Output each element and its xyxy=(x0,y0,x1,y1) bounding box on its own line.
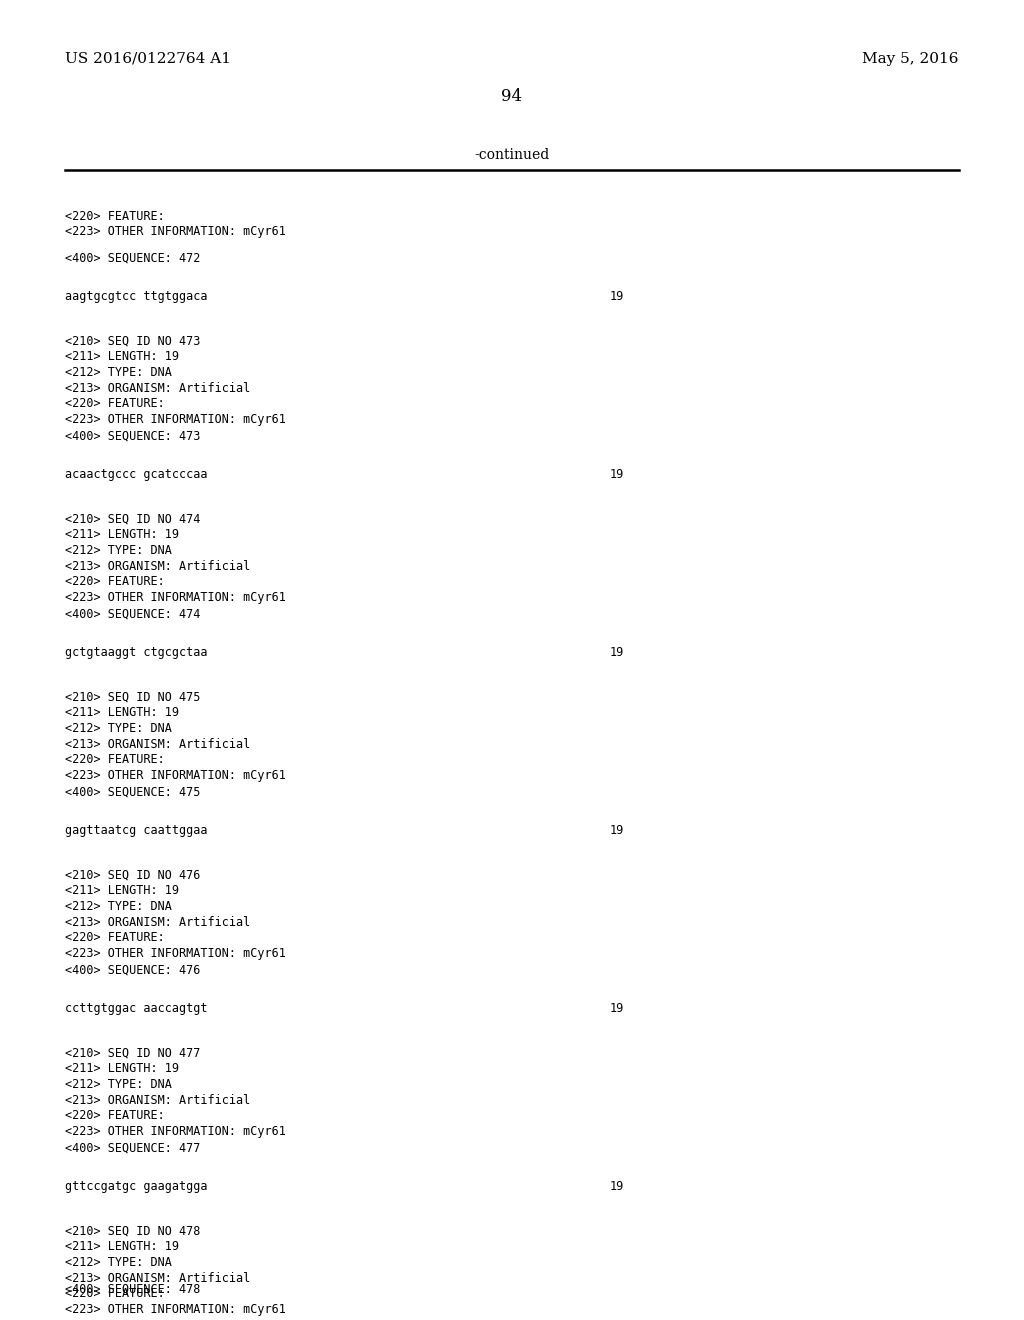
Text: <220> FEATURE:: <220> FEATURE: xyxy=(65,931,165,944)
Text: gctgtaaggt ctgcgctaa: gctgtaaggt ctgcgctaa xyxy=(65,645,208,659)
Text: <223> OTHER INFORMATION: mCyr61: <223> OTHER INFORMATION: mCyr61 xyxy=(65,226,286,239)
Text: 19: 19 xyxy=(610,645,625,659)
Text: <212> TYPE: DNA: <212> TYPE: DNA xyxy=(65,544,172,557)
Text: 19: 19 xyxy=(610,469,625,480)
Text: <400> SEQUENCE: 475: <400> SEQUENCE: 475 xyxy=(65,785,201,799)
Text: <211> LENGTH: 19: <211> LENGTH: 19 xyxy=(65,1241,179,1254)
Text: <213> ORGANISM: Artificial: <213> ORGANISM: Artificial xyxy=(65,738,250,751)
Text: <223> OTHER INFORMATION: mCyr61: <223> OTHER INFORMATION: mCyr61 xyxy=(65,768,286,781)
Text: gagttaatcg caattggaa: gagttaatcg caattggaa xyxy=(65,824,208,837)
Text: <210> SEQ ID NO 476: <210> SEQ ID NO 476 xyxy=(65,869,201,882)
Text: <210> SEQ ID NO 475: <210> SEQ ID NO 475 xyxy=(65,690,201,704)
Text: <211> LENGTH: 19: <211> LENGTH: 19 xyxy=(65,884,179,898)
Text: <213> ORGANISM: Artificial: <213> ORGANISM: Artificial xyxy=(65,381,250,395)
Text: <213> ORGANISM: Artificial: <213> ORGANISM: Artificial xyxy=(65,1093,250,1106)
Text: <212> TYPE: DNA: <212> TYPE: DNA xyxy=(65,722,172,735)
Text: <212> TYPE: DNA: <212> TYPE: DNA xyxy=(65,1078,172,1092)
Text: <213> ORGANISM: Artificial: <213> ORGANISM: Artificial xyxy=(65,916,250,928)
Text: <212> TYPE: DNA: <212> TYPE: DNA xyxy=(65,900,172,913)
Text: <211> LENGTH: 19: <211> LENGTH: 19 xyxy=(65,706,179,719)
Text: <220> FEATURE:: <220> FEATURE: xyxy=(65,1287,165,1300)
Text: <220> FEATURE:: <220> FEATURE: xyxy=(65,1109,165,1122)
Text: 19: 19 xyxy=(610,1180,625,1193)
Text: <400> SEQUENCE: 476: <400> SEQUENCE: 476 xyxy=(65,964,201,977)
Text: -continued: -continued xyxy=(474,148,550,162)
Text: 19: 19 xyxy=(610,290,625,304)
Text: <223> OTHER INFORMATION: mCyr61: <223> OTHER INFORMATION: mCyr61 xyxy=(65,946,286,960)
Text: aagtgcgtcc ttgtggaca: aagtgcgtcc ttgtggaca xyxy=(65,290,208,304)
Text: <400> SEQUENCE: 478: <400> SEQUENCE: 478 xyxy=(65,1283,201,1296)
Text: <212> TYPE: DNA: <212> TYPE: DNA xyxy=(65,1257,172,1269)
Text: 94: 94 xyxy=(502,88,522,106)
Text: <223> OTHER INFORMATION: mCyr61: <223> OTHER INFORMATION: mCyr61 xyxy=(65,590,286,603)
Text: <223> OTHER INFORMATION: mCyr61: <223> OTHER INFORMATION: mCyr61 xyxy=(65,1125,286,1138)
Text: <220> FEATURE:: <220> FEATURE: xyxy=(65,210,165,223)
Text: 19: 19 xyxy=(610,824,625,837)
Text: <220> FEATURE:: <220> FEATURE: xyxy=(65,397,165,411)
Text: <210> SEQ ID NO 478: <210> SEQ ID NO 478 xyxy=(65,1225,201,1238)
Text: acaactgccc gcatcccaa: acaactgccc gcatcccaa xyxy=(65,469,208,480)
Text: <212> TYPE: DNA: <212> TYPE: DNA xyxy=(65,366,172,379)
Text: ccttgtggac aaccagtgt: ccttgtggac aaccagtgt xyxy=(65,1002,208,1015)
Text: May 5, 2016: May 5, 2016 xyxy=(862,51,959,66)
Text: <211> LENGTH: 19: <211> LENGTH: 19 xyxy=(65,351,179,363)
Text: <211> LENGTH: 19: <211> LENGTH: 19 xyxy=(65,1063,179,1076)
Text: <210> SEQ ID NO 474: <210> SEQ ID NO 474 xyxy=(65,513,201,525)
Text: 19: 19 xyxy=(610,1002,625,1015)
Text: <223> OTHER INFORMATION: mCyr61: <223> OTHER INFORMATION: mCyr61 xyxy=(65,412,286,425)
Text: <400> SEQUENCE: 473: <400> SEQUENCE: 473 xyxy=(65,430,201,444)
Text: <210> SEQ ID NO 477: <210> SEQ ID NO 477 xyxy=(65,1047,201,1060)
Text: <400> SEQUENCE: 474: <400> SEQUENCE: 474 xyxy=(65,609,201,620)
Text: <400> SEQUENCE: 472: <400> SEQUENCE: 472 xyxy=(65,252,201,265)
Text: <210> SEQ ID NO 473: <210> SEQ ID NO 473 xyxy=(65,335,201,348)
Text: <400> SEQUENCE: 477: <400> SEQUENCE: 477 xyxy=(65,1142,201,1155)
Text: <213> ORGANISM: Artificial: <213> ORGANISM: Artificial xyxy=(65,560,250,573)
Text: <223> OTHER INFORMATION: mCyr61: <223> OTHER INFORMATION: mCyr61 xyxy=(65,1303,286,1316)
Text: US 2016/0122764 A1: US 2016/0122764 A1 xyxy=(65,51,231,66)
Text: <220> FEATURE:: <220> FEATURE: xyxy=(65,576,165,587)
Text: <220> FEATURE:: <220> FEATURE: xyxy=(65,752,165,766)
Text: gttccgatgc gaagatgga: gttccgatgc gaagatgga xyxy=(65,1180,208,1193)
Text: <213> ORGANISM: Artificial: <213> ORGANISM: Artificial xyxy=(65,1271,250,1284)
Text: <211> LENGTH: 19: <211> LENGTH: 19 xyxy=(65,528,179,541)
